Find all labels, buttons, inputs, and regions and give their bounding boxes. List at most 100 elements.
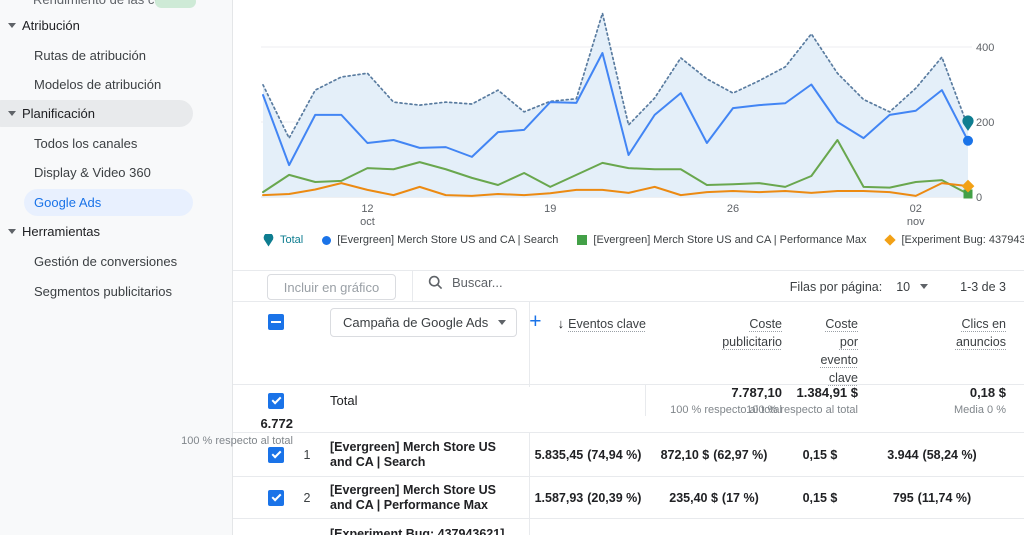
timeseries-chart-container: 0 200 400 12 oct 19 26 02 nov — [233, 0, 1024, 228]
legend-item-total[interactable]: Total — [263, 233, 304, 247]
x-axis-tick: 26 — [727, 203, 739, 215]
sidebar-item-rutas-de-atribucion[interactable]: Rutas de atribución — [0, 42, 232, 68]
rows-per-page-value: 10 — [896, 279, 911, 294]
campaign-name[interactable]: [Experiment Bug: 437943621] — [321, 519, 530, 535]
metric-subtext: Media 0 % — [954, 404, 1006, 416]
row-metric-coste-evento: 0,15 $ — [782, 433, 858, 476]
y-axis-tick: 0 — [976, 192, 982, 204]
sidebar-item-google-ads[interactable]: Google Ads — [0, 189, 232, 216]
pagination-controls: Filas por página: 10 1-3 de 3 — [790, 271, 1006, 302]
legend-item-search[interactable]: [Evergreen] Merch Store US and CA | Sear… — [322, 234, 558, 246]
table-row: [Experiment Bug: 437943621] — [233, 519, 1024, 535]
chevron-down-icon — [8, 229, 16, 234]
circle-marker-icon — [322, 235, 332, 245]
total-label-cell: Total — [293, 385, 646, 416]
sidebar-item-todos-los-canales[interactable]: Todos los canales — [0, 130, 232, 156]
sidebar-section-herramientas[interactable]: Herramientas — [0, 218, 232, 244]
table-header-row: Campaña de Google Ads + ↓ Eventos clave C… — [233, 302, 1024, 387]
metric-percent: (17 %) — [721, 490, 759, 505]
series-line-circle — [262, 52, 969, 167]
metric-value: 795 — [892, 490, 914, 505]
sidebar-item-gestion-de-conversiones[interactable]: Gestión de conversiones — [0, 248, 232, 274]
dimension-dropdown-value: Campaña de Google Ads — [343, 315, 489, 330]
table-toolbar: Incluir en gráfico Filas por página: 10 … — [233, 270, 1024, 302]
diamond-marker-icon — [884, 234, 897, 246]
sidebar-item-label: Display & Video 360 — [34, 164, 151, 180]
table-row: 1 [Evergreen] Merch Store US and CA | Se… — [233, 433, 1024, 477]
column-header-label[interactable]: Coste publicitario — [722, 317, 782, 349]
y-axis-tick: 400 — [976, 42, 994, 54]
legend-label: [Evergreen] Merch Store US and CA | Sear… — [337, 234, 559, 246]
legend-label: [Experiment Bug: 437943621] Merch Store … — [901, 234, 1024, 246]
row-index: 2 — [303, 490, 311, 505]
campaign-name[interactable]: [Evergreen] Merch Store US and CA | Sear… — [321, 433, 530, 476]
row-metric-coste-evento: 0,15 $ — [782, 477, 858, 518]
sidebar-item-display-video-360[interactable]: Display & Video 360 — [0, 159, 232, 185]
metric-value: 6.772 — [260, 416, 293, 431]
row-metric-clics: 795 (11,74 %) — [858, 477, 1006, 518]
legend-label: [Evergreen] Merch Store US and CA | Perf… — [593, 234, 867, 246]
row-metric-eventos: 5.835,45 (74,94 %) — [530, 433, 646, 476]
metric-value: 0,18 $ — [969, 385, 1006, 400]
indeterminate-mark — [271, 321, 281, 323]
include-in-chart-button[interactable]: Incluir en gráfico — [267, 274, 396, 300]
check-mark — [271, 448, 281, 459]
row-metric-eventos: 1.587,93 (20,39 %) — [530, 477, 646, 518]
sidebar-item-label: Google Ads — [34, 194, 102, 210]
square-marker-icon — [577, 235, 588, 245]
column-header-coste-por-evento: Coste por evento clave — [782, 302, 858, 387]
select-all-cell — [257, 302, 293, 387]
row-metric-coste — [646, 519, 782, 535]
metric-percent: (58,24 %) — [922, 447, 977, 462]
row-checkbox[interactable] — [268, 489, 284, 506]
total-checkbox-cell — [257, 385, 293, 416]
add-dimension-button[interactable]: + — [529, 310, 542, 333]
metric-percent: (62,97 %) — [713, 447, 768, 462]
legend-item-experiment-bug[interactable]: [Experiment Bug: 437943621] Merch Store … — [884, 234, 1024, 246]
search-input[interactable] — [452, 275, 632, 290]
sidebar-item-label: Rutas de atribución — [34, 47, 147, 63]
row-metric-clics: 3.944 (58,24 %) — [858, 433, 1006, 476]
column-header-label[interactable]: Clics en anuncios — [955, 317, 1006, 349]
metric-value: 5.835,45 — [534, 447, 584, 462]
sidebar-section-label: Herramientas — [22, 223, 101, 239]
sidebar-item-label: Gestión de conversiones — [34, 253, 178, 269]
campaign-name[interactable]: [Evergreen] Merch Store US and CA | Perf… — [321, 477, 530, 518]
select-all-checkbox[interactable] — [268, 314, 284, 330]
legend-label: Total — [280, 234, 304, 246]
toolbar-divider — [412, 271, 413, 302]
row-index: 1 — [303, 447, 311, 462]
row-metric-coste: 872,10 $ (62,97 %) — [646, 433, 782, 476]
table-total-row: Total 7.787,10 100 % respecto al total 1… — [181, 385, 1024, 447]
row-checkbox-cell — [257, 433, 293, 476]
metric-value: 872,10 $ — [660, 447, 710, 462]
total-metric-coste-evento: 0,18 $ Media 0 % — [858, 385, 1006, 416]
main-content: 0 200 400 12 oct 19 26 02 nov Total [Evergreen] … — [181, 0, 1024, 535]
x-axis-tick-month: oct — [360, 216, 375, 228]
row-metric-coste: 235,40 $ (17 %) — [646, 477, 782, 518]
sidebar-item-label: Segmentos publicitarios — [34, 283, 173, 299]
column-header-label[interactable]: Coste por evento clave — [820, 317, 858, 385]
sidebar-item-partial[interactable]: Rendimiento de las com... — [33, 0, 183, 7]
row-checkbox[interactable] — [268, 446, 284, 463]
rows-per-page-select[interactable]: 10 — [896, 279, 929, 294]
sidebar-section-atribucion[interactable]: Atribución — [0, 12, 232, 38]
row-index — [293, 519, 321, 535]
row-checkbox-cell — [257, 519, 293, 535]
sidebar-item-modelos-de-atribucion[interactable]: Modelos de atribución — [0, 71, 232, 97]
chevron-down-icon — [920, 284, 929, 289]
sidebar-section-planificacion[interactable]: Planificación — [0, 100, 232, 127]
column-header-label[interactable]: Eventos clave — [568, 317, 646, 331]
row-metric-coste-evento — [782, 519, 858, 535]
dimension-dropdown[interactable]: Campaña de Google Ads — [330, 308, 518, 337]
x-axis-tick-month: nov — [907, 216, 925, 228]
total-metric-coste: 1.384,91 $ 100 % respecto al total — [746, 385, 858, 416]
legend-item-performance-max[interactable]: [Evergreen] Merch Store US and CA | Perf… — [577, 234, 866, 246]
row-metric-eventos — [530, 519, 646, 535]
total-row-checkbox[interactable] — [268, 392, 284, 409]
metric-percent: (11,74 %) — [917, 490, 972, 505]
column-header-clics-en-anuncios: Clics en anuncios — [858, 302, 1006, 387]
sidebar-item-label: Modelos de atribución — [34, 76, 162, 92]
sidebar-item-segmentos-publicitarios[interactable]: Segmentos publicitarios — [0, 278, 232, 304]
